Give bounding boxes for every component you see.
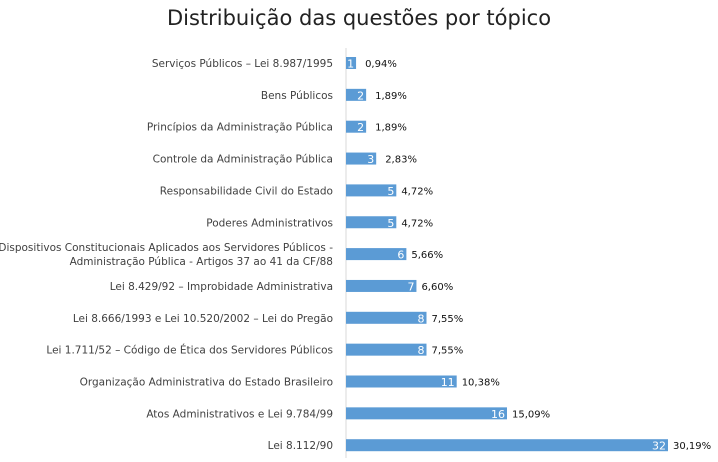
bar-value-label: 8 — [418, 344, 425, 357]
bar-value-label: 32 — [652, 440, 666, 453]
bar — [346, 216, 397, 229]
chart-title: Distribuição das questões por tópico — [166, 6, 552, 30]
category-label: Lei 8.429/92 – Improbidade Administrativ… — [110, 281, 333, 293]
bar-value-label: 2 — [357, 121, 364, 134]
bar-value-label: 6 — [397, 249, 404, 262]
bar — [346, 152, 377, 165]
percent-label: 4,72% — [401, 186, 433, 197]
bar-value-label: 2 — [357, 89, 364, 102]
bar — [346, 57, 357, 69]
category-label: Lei 8.666/1993 e Lei 10.520/2002 – Lei d… — [73, 313, 333, 325]
category-label: Atos Administrativos e Lei 9.784/99 — [146, 408, 333, 420]
bar — [346, 279, 417, 292]
category-label: Lei 1.711/52 – Código de Ética dos Servi… — [46, 344, 333, 357]
percent-label: 4,72% — [401, 218, 433, 229]
percent-label: 10,38% — [462, 378, 500, 389]
percent-label: 5,66% — [411, 250, 443, 261]
percent-label: 2,83% — [385, 155, 417, 166]
bar-value-label: 16 — [491, 408, 505, 421]
bar — [346, 439, 668, 452]
bar-value-label: 7 — [407, 280, 414, 293]
bar — [346, 407, 507, 420]
percent-label: 0,94% — [365, 59, 397, 70]
bar-value-label: 3 — [367, 153, 374, 166]
bar — [346, 184, 397, 197]
category-label: Controle da Administração Pública — [153, 154, 333, 166]
category-label: Serviços Públicos – Lei 8.987/1995 — [152, 58, 333, 70]
percent-label: 1,89% — [375, 123, 407, 134]
percent-label: 15,09% — [512, 409, 550, 420]
category-label: Lei 8.112/90 — [268, 440, 333, 452]
bar — [346, 343, 427, 356]
percent-label: 7,55% — [432, 314, 464, 325]
bar — [346, 248, 407, 261]
percent-label: 30,19% — [673, 441, 711, 452]
category-label: Organização Administrativa do Estado Bra… — [80, 377, 333, 389]
bar-value-label: 8 — [418, 312, 425, 325]
category-label: Dispositivos Constitucionais Aplicados a… — [0, 242, 333, 268]
category-label: Poderes Administrativos — [206, 217, 333, 229]
category-label: Bens Públicos — [261, 90, 333, 102]
bar-value-label: 5 — [387, 185, 394, 198]
percent-label: 6,60% — [421, 282, 453, 293]
bar-value-label: 1 — [347, 58, 354, 71]
bar — [346, 311, 427, 324]
bar-value-label: 11 — [441, 376, 455, 389]
bar — [346, 120, 367, 133]
category-label: Responsabilidade Civil do Estado — [160, 185, 333, 197]
bar — [346, 88, 367, 101]
bar-value-label: 5 — [387, 217, 394, 230]
percent-label: 1,89% — [375, 91, 407, 102]
category-label: Princípios da Administração Pública — [147, 122, 333, 134]
bar — [346, 375, 457, 388]
percent-label: 7,55% — [432, 346, 464, 357]
